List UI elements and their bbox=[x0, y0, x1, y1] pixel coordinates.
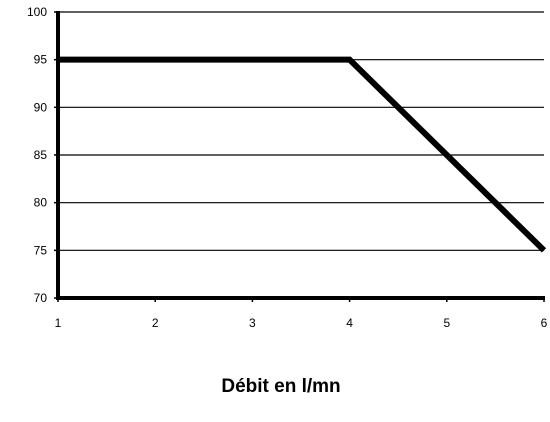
y-tick-label-95: 95 bbox=[34, 53, 48, 67]
series-layer bbox=[58, 56, 547, 253]
x-tick-label-4: 4 bbox=[346, 316, 353, 330]
y-tick-label-85: 85 bbox=[34, 148, 48, 162]
y-tick-label-80: 80 bbox=[34, 196, 48, 210]
x-tick-label-2: 2 bbox=[152, 316, 159, 330]
y-tick-label-100: 100 bbox=[27, 5, 47, 19]
y-tick-label-75: 75 bbox=[34, 243, 48, 257]
series-line-0 bbox=[58, 56, 547, 253]
x-tick-label-1: 1 bbox=[55, 316, 62, 330]
x-ticks: 1 2 3 4 5 6 bbox=[55, 298, 548, 330]
y-ticks: 70 75 80 85 90 95 100 bbox=[27, 5, 58, 305]
grid bbox=[58, 11, 544, 251]
x-tick-label-5: 5 bbox=[443, 316, 450, 330]
y-tick-label-70: 70 bbox=[34, 291, 48, 305]
x-tick-label-6: 6 bbox=[541, 316, 548, 330]
x-tick-label-3: 3 bbox=[249, 316, 256, 330]
y-tick-label-90: 90 bbox=[34, 100, 48, 114]
x-axis-title: Débit en l/mn bbox=[221, 376, 340, 397]
